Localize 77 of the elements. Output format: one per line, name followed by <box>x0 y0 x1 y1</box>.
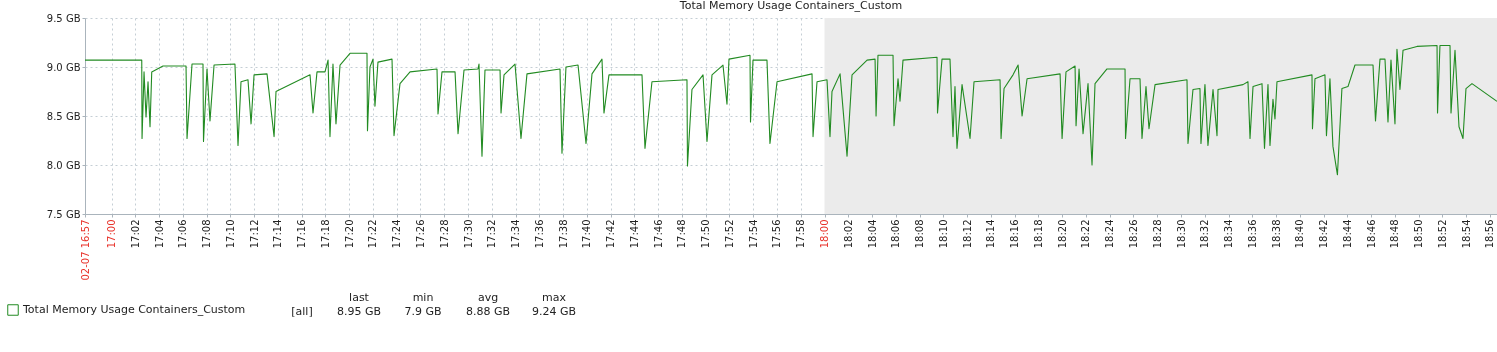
line-series <box>84 44 1497 176</box>
x-tick-label: 17:10 <box>224 219 236 249</box>
x-tick-label: 17:58 <box>795 219 807 249</box>
x-tick-label: 18:42 <box>1318 219 1330 249</box>
x-tick-label: 17:50 <box>700 219 712 249</box>
x-tick-label: 18:14 <box>985 219 997 249</box>
text: avg <box>477 291 499 304</box>
text: 8.88 GB <box>465 305 511 318</box>
text: 9.24 GB <box>531 305 577 318</box>
x-tick-label: 17:14 <box>272 219 284 249</box>
x-tick-label: 18:08 <box>914 219 926 249</box>
x-tick-label: 17:24 <box>391 219 403 249</box>
x-tick-label: 18:48 <box>1389 219 1401 249</box>
y-tick-label: 9.5 GB <box>46 12 81 24</box>
x-tick-label: 18:00 <box>819 219 831 249</box>
x-tick-label: 17:06 <box>177 219 189 249</box>
legend-label: Total Memory Usage Containers_Custom <box>22 303 246 316</box>
x-tick-label: 17:34 <box>510 219 522 249</box>
x-tick-label: 17:22 <box>367 219 379 249</box>
text: [all] <box>291 305 313 318</box>
x-tick-label: 17:02 <box>129 219 141 249</box>
x-tick-label: 18:24 <box>1104 219 1116 249</box>
x-tick-label: 17:42 <box>605 219 617 249</box>
x-tick-label: 17:40 <box>581 219 593 249</box>
x-tick-label: 17:36 <box>533 219 545 249</box>
text: 8.95 GB <box>336 305 382 318</box>
chart-title: Total Memory Usage Containers_Custom <box>678 0 903 12</box>
x-tick-label: 18:28 <box>1151 219 1163 249</box>
x-tick-label: 02-07 16:57 <box>79 219 91 281</box>
x-tick-label: 17:00 <box>106 219 118 249</box>
x-tick-label: 17:48 <box>676 219 688 249</box>
y-tick-label: 8.0 GB <box>46 159 81 171</box>
x-tick-label: 18:02 <box>842 219 854 249</box>
x-tick-label: 17:16 <box>296 219 308 249</box>
x-tick-label: 17:28 <box>438 219 450 249</box>
x-tick-label: 18:30 <box>1175 219 1187 249</box>
x-tick-label: 18:38 <box>1270 219 1282 249</box>
x-tick-label: 18:06 <box>890 219 902 249</box>
x-tick-label: 17:30 <box>462 219 474 249</box>
x-tick-label: 18:52 <box>1436 219 1448 249</box>
x-tick-label: 17:56 <box>771 219 783 249</box>
x-tick-label: 17:52 <box>723 219 735 249</box>
text: min <box>412 291 434 304</box>
y-tick-label: 9.0 GB <box>46 61 81 73</box>
x-tick-label: 18:36 <box>1246 219 1258 249</box>
x-tick-label: 18:54 <box>1460 219 1472 249</box>
x-tick-label: 17:44 <box>628 219 640 249</box>
x-tick-label: 18:20 <box>1056 219 1068 249</box>
x-tick-label: 18:32 <box>1199 219 1211 249</box>
x-tick-label: 18:10 <box>937 219 949 249</box>
x-tick-label: 17:26 <box>414 219 426 249</box>
x-tick-label: 18:44 <box>1341 219 1353 249</box>
y-tick-label: 8.5 GB <box>46 110 81 122</box>
x-tick-label: 17:12 <box>248 219 260 249</box>
x-tick-label: 17:38 <box>557 219 569 249</box>
text: max <box>542 291 567 304</box>
x-tick-label: 17:08 <box>201 219 213 249</box>
text: 7.9 GB <box>404 305 442 318</box>
text: last <box>349 291 370 304</box>
x-tick-label: 17:46 <box>652 219 664 249</box>
x-tick-label: 18:26 <box>1127 219 1139 249</box>
x-tick-label: 18:22 <box>1080 219 1092 249</box>
x-tick-label: 17:54 <box>747 219 759 249</box>
x-tick-label: 18:34 <box>1223 219 1235 249</box>
x-tick-label: 18:12 <box>961 219 973 249</box>
x-tick-label: 18:46 <box>1365 219 1377 249</box>
x-tick-label: 18:56 <box>1484 219 1496 249</box>
y-tick-label: 7.5 GB <box>46 208 81 220</box>
x-tick-label: 18:18 <box>1032 219 1044 249</box>
x-tick-label: 18:50 <box>1413 219 1425 249</box>
x-tick-label: 18:16 <box>1009 219 1021 249</box>
x-tick-label: 18:40 <box>1294 219 1306 249</box>
x-tick-label: 18:04 <box>866 219 878 249</box>
x-tick-label: 17:04 <box>153 219 165 249</box>
x-tick-label: 17:32 <box>486 219 498 249</box>
x-tick-label: 17:18 <box>319 219 331 249</box>
x-tick-label: 17:20 <box>343 219 355 249</box>
